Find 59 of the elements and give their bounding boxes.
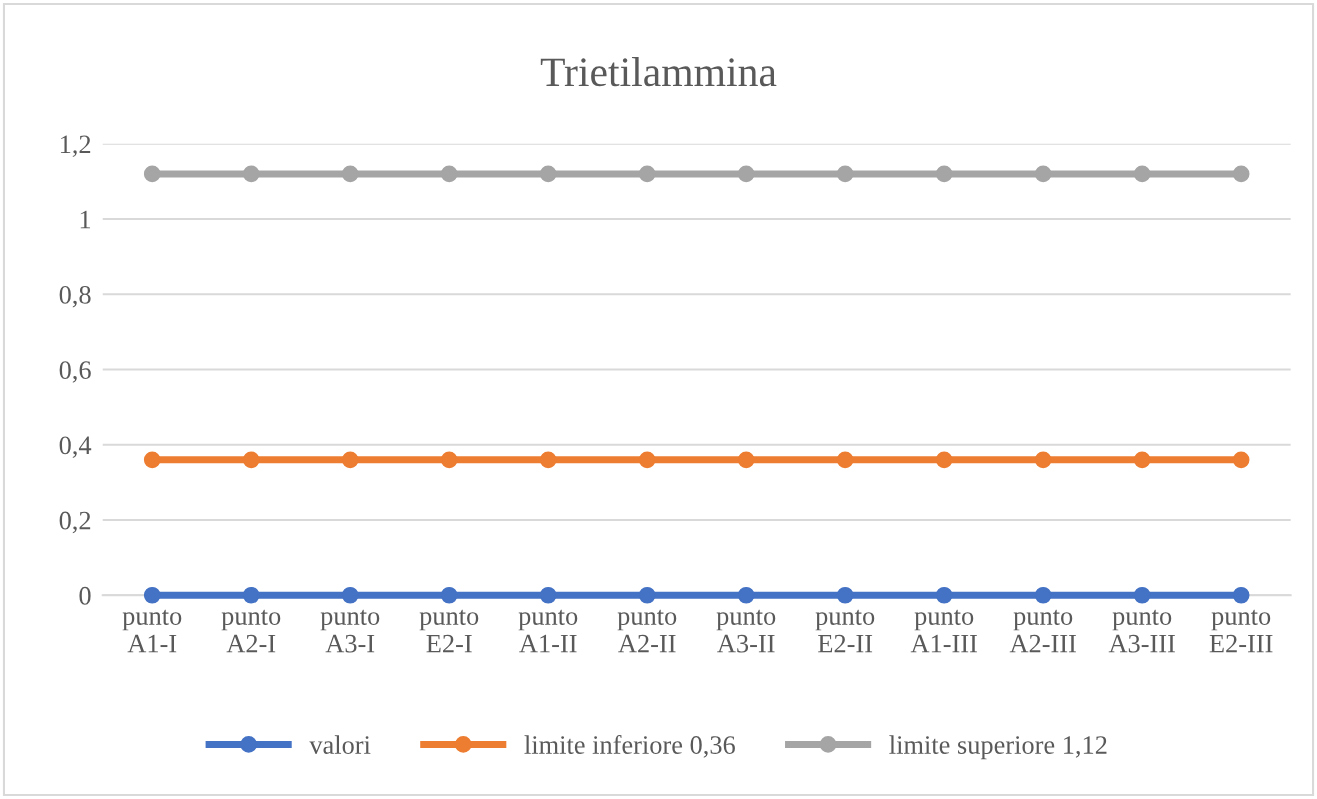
point bbox=[539, 451, 557, 469]
point bbox=[935, 451, 953, 469]
point bbox=[539, 165, 557, 183]
y-tick-label: 0,4 bbox=[59, 436, 92, 458]
y-tick-label: 0,2 bbox=[59, 511, 91, 534]
point bbox=[935, 165, 953, 183]
point bbox=[1133, 586, 1151, 604]
point bbox=[836, 165, 854, 183]
x-tick-label: punto A1-II bbox=[518, 609, 578, 653]
point bbox=[638, 165, 656, 183]
point bbox=[242, 451, 260, 469]
x-tick-label: punto A2-II bbox=[617, 609, 677, 653]
point bbox=[143, 165, 161, 183]
point bbox=[539, 586, 557, 604]
x-tick-label: punto A3-III bbox=[1108, 609, 1175, 653]
x-tick-label: punto E2-III bbox=[1209, 609, 1273, 653]
point bbox=[1034, 165, 1052, 183]
point bbox=[1232, 165, 1250, 183]
chart-title: Trietilammina bbox=[540, 57, 777, 87]
point bbox=[242, 586, 260, 604]
y-tick-label: 0,8 bbox=[59, 285, 91, 308]
point bbox=[1034, 586, 1052, 604]
x-tick-label: punto A1-I bbox=[122, 609, 182, 653]
point bbox=[143, 586, 161, 604]
x-tick-label: punto E2-II bbox=[815, 609, 875, 653]
legend-label: limite superiore 1,12 bbox=[889, 735, 1107, 760]
point bbox=[143, 451, 161, 469]
point bbox=[737, 586, 755, 604]
point bbox=[737, 165, 755, 183]
point bbox=[1034, 451, 1052, 469]
point bbox=[1232, 586, 1250, 604]
point bbox=[341, 451, 359, 469]
point bbox=[1232, 451, 1250, 469]
point bbox=[440, 165, 458, 183]
y-tick-label: 1 bbox=[80, 210, 91, 229]
x-tick-label: punto A2-I bbox=[221, 609, 281, 653]
x-tick-label: punto E2-I bbox=[419, 609, 479, 653]
x-tick-label: punto A3-II bbox=[716, 609, 776, 653]
point bbox=[935, 586, 953, 604]
point bbox=[737, 451, 755, 469]
point bbox=[638, 586, 656, 604]
point bbox=[440, 586, 458, 604]
point bbox=[1133, 451, 1151, 469]
y-tick-label: 1,2 bbox=[60, 135, 91, 158]
y-tick-label: 0 bbox=[79, 586, 91, 605]
x-tick-label: punto A1-III bbox=[910, 609, 977, 653]
point bbox=[341, 586, 359, 604]
y-tick-label: 0,6 bbox=[59, 361, 91, 383]
point bbox=[638, 451, 656, 469]
point bbox=[1133, 165, 1151, 183]
x-tick-label: punto A3-I bbox=[320, 609, 380, 653]
point bbox=[836, 586, 854, 604]
point bbox=[341, 165, 359, 183]
legend-label: limite inferiore 0,36 bbox=[524, 735, 735, 758]
x-tick-label: punto A2-III bbox=[1009, 609, 1076, 653]
point bbox=[836, 451, 854, 469]
point bbox=[440, 451, 458, 469]
legend-label: valori bbox=[309, 735, 371, 754]
point bbox=[242, 165, 260, 183]
